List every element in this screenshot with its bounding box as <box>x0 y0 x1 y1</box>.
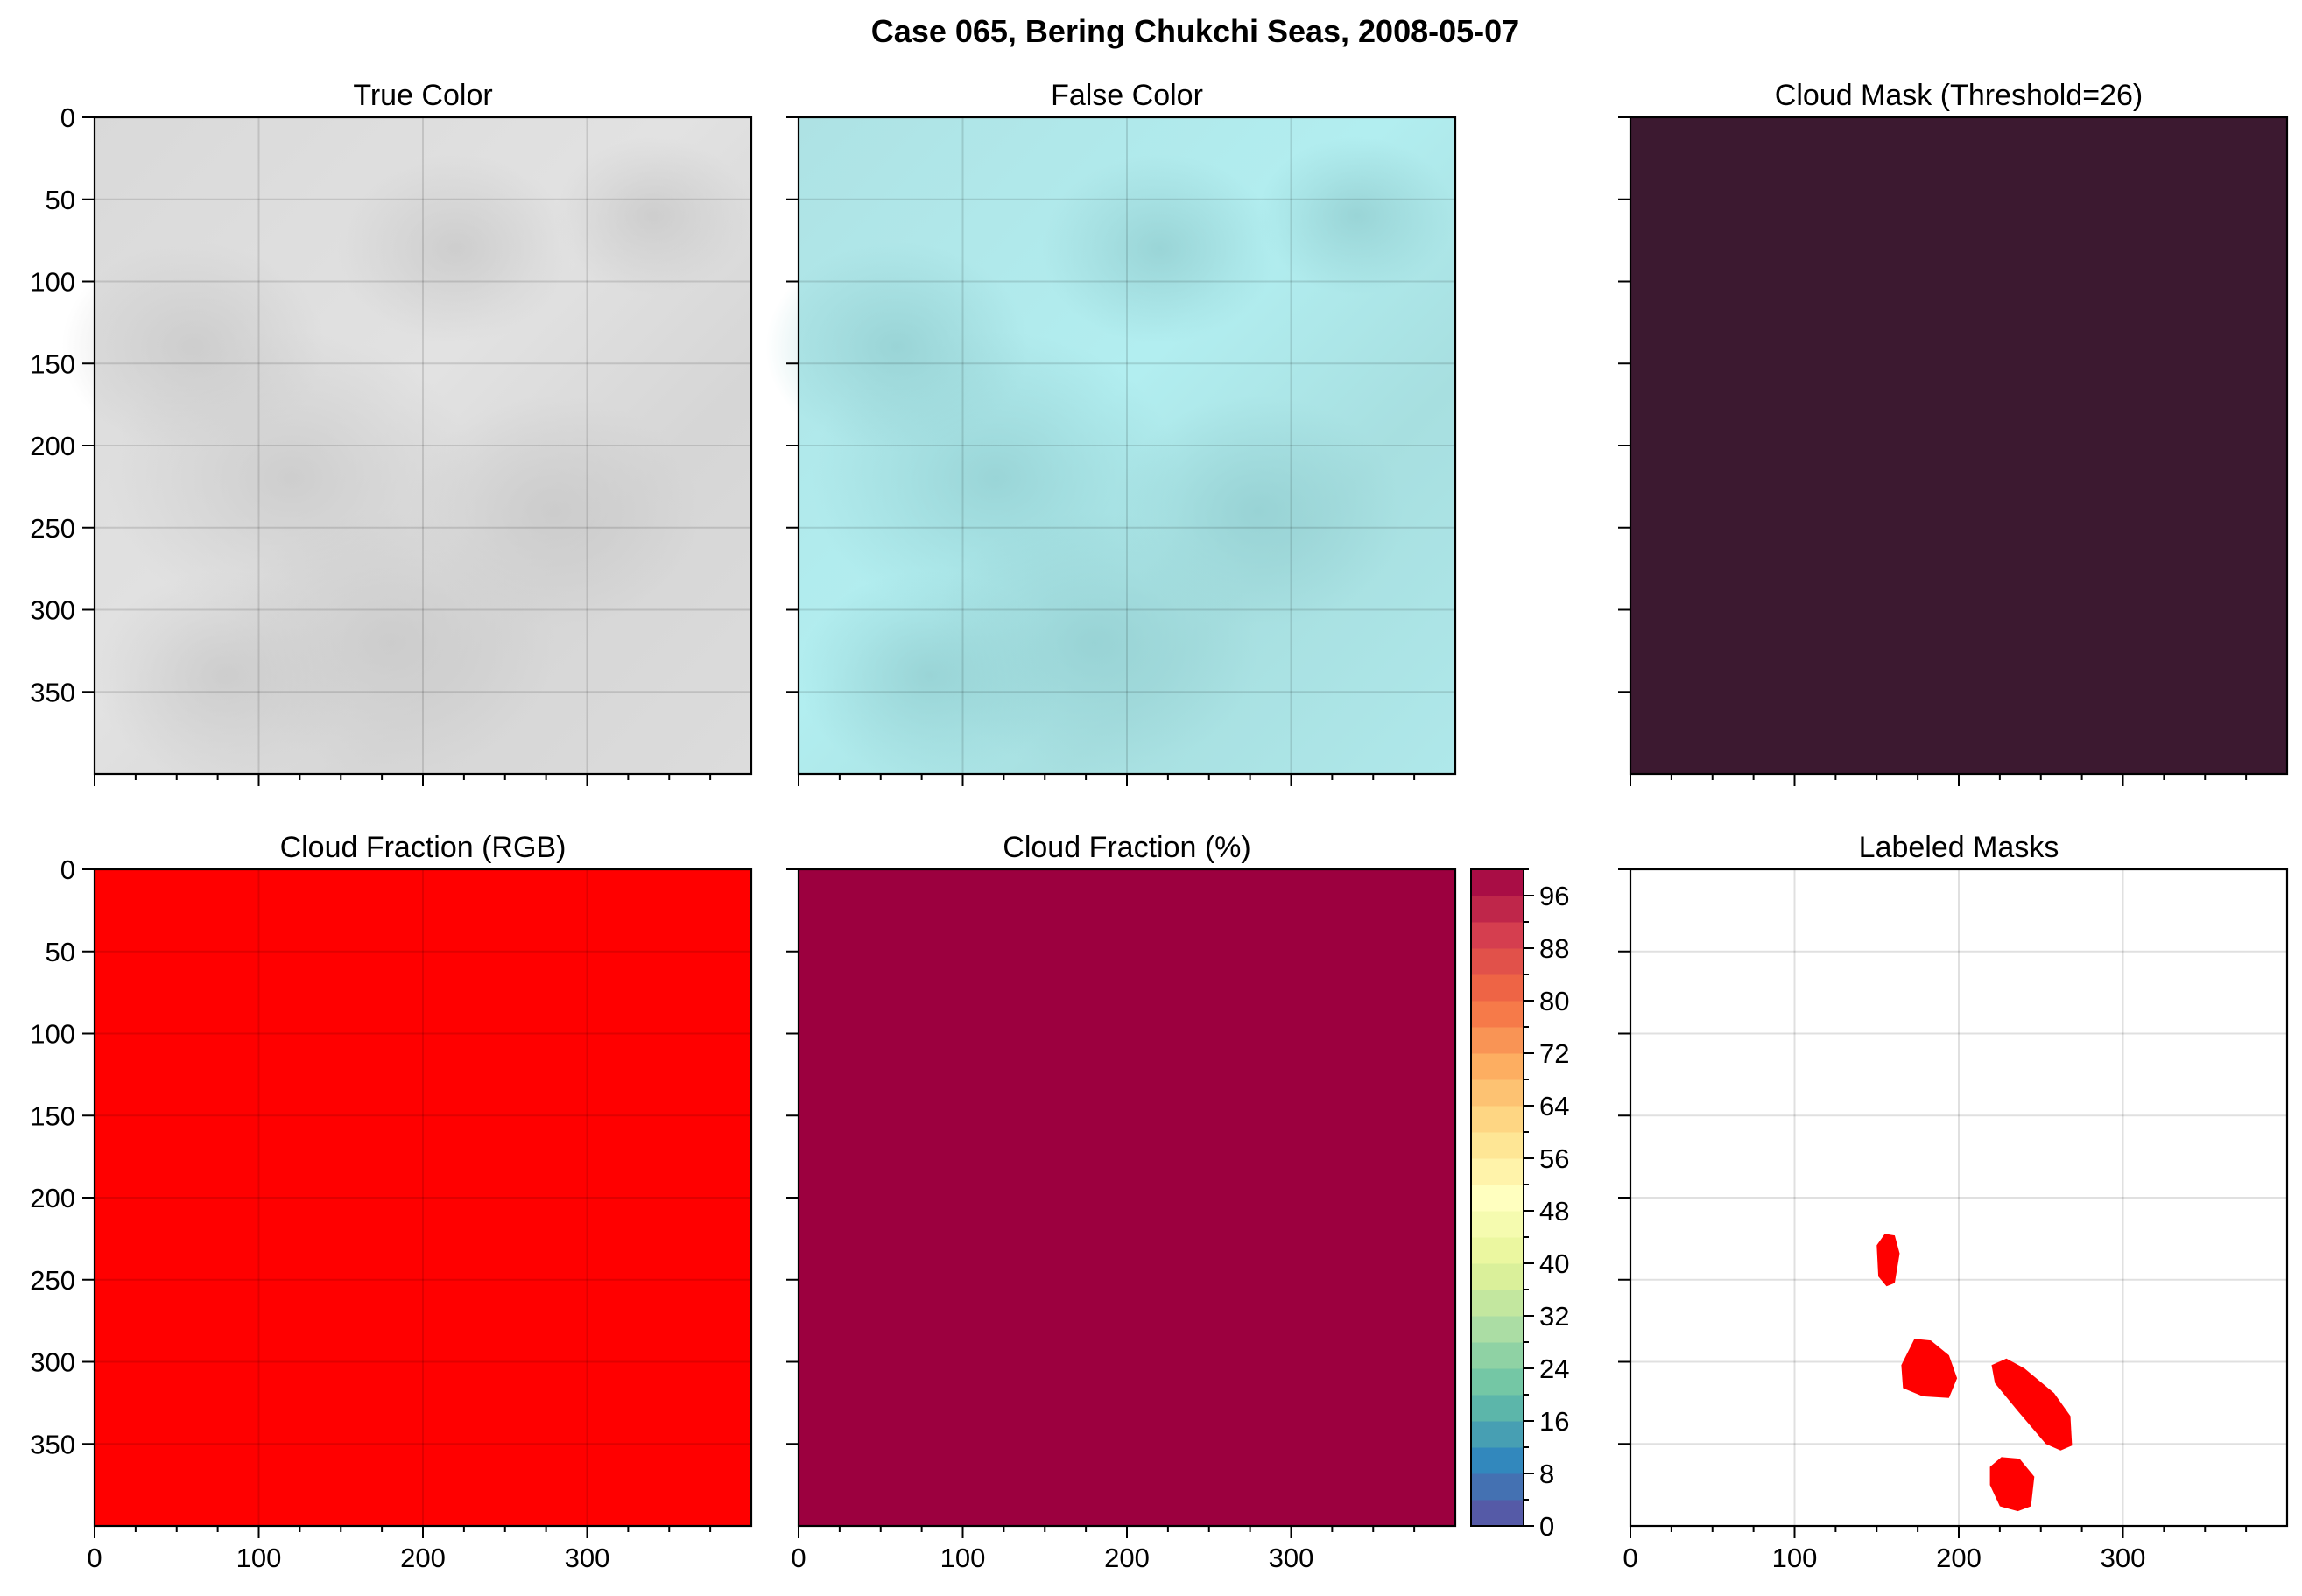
cloud-mask-title: Cloud Mask (Threshold=26) <box>1775 79 2143 112</box>
colorbar-tick-label: 16 <box>1539 1406 1569 1437</box>
colorbar-tick-label: 40 <box>1539 1248 1569 1279</box>
colorbar-level <box>1471 1473 1524 1501</box>
labeled-masks-xtick-label: 200 <box>1936 1543 1982 1573</box>
cloud-fraction-pct-image <box>799 869 1455 1526</box>
labeled-masks-xtick-label: 100 <box>1772 1543 1818 1573</box>
cloud-fraction-pct-xtick-label: 300 <box>1269 1543 1314 1573</box>
panel-cloud-fraction-rgb: Cloud Fraction (RGB) 0 100 200 300 0 50 100 150 2… <box>30 831 753 1573</box>
colorbar-level <box>1471 1447 1524 1474</box>
colorbar-tick-label: 96 <box>1539 881 1569 911</box>
panels: True Color 0 50 100 150 200 250 300 350 False Col… <box>30 79 2289 1573</box>
cloud-fraction-rgb-xtick-label: 100 <box>236 1543 282 1573</box>
cloud-fraction-rgb-xtick-label: 200 <box>400 1543 446 1573</box>
colorbar-level <box>1471 1053 1524 1080</box>
cloud-fraction-rgb-ytick-label: 50 <box>46 937 75 967</box>
colorbar: 0 8 16 24 32 40 48 56 64 72 80 88 96 <box>1470 868 1569 1542</box>
labeled-masks-image <box>1630 869 2287 1526</box>
colorbar-level <box>1471 1368 1524 1396</box>
colorbar-tick-label: 56 <box>1539 1143 1569 1174</box>
colorbar-level <box>1471 869 1524 896</box>
colorbar-level <box>1471 896 1524 923</box>
true-color-ytick-label: 100 <box>30 267 75 298</box>
panel-true-color: True Color 0 50 100 150 200 250 300 350 <box>30 79 753 786</box>
colorbar-level <box>1471 1001 1524 1028</box>
colorbar-level <box>1471 1211 1524 1238</box>
figure-suptitle: Case 065, Bering Chukchi Seas, 2008-05-0… <box>871 13 1519 49</box>
colorbar-level <box>1471 1395 1524 1422</box>
cloud-fraction-rgb-ytick-label: 150 <box>30 1100 75 1131</box>
labeled-masks-grid <box>1630 869 2287 1526</box>
cloud-fraction-rgb-title: Cloud Fraction (RGB) <box>280 831 567 864</box>
colorbar-level <box>1471 1500 1524 1527</box>
true-color-ytick-label: 250 <box>30 513 75 544</box>
cloud-fraction-rgb-xtick-label: 0 <box>87 1543 102 1573</box>
colorbar-level <box>1471 1106 1524 1133</box>
labeled-mask-region-4 <box>1989 1457 2035 1512</box>
true-color-ytick-label: 0 <box>60 102 75 133</box>
true-color-ytick-label: 350 <box>30 677 75 707</box>
cloud-fraction-rgb-ytick-label: 200 <box>30 1183 75 1213</box>
cloud-fraction-pct-xtick-label: 100 <box>940 1543 986 1573</box>
cloud-fraction-rgb-grid <box>95 869 751 1526</box>
cloud-fraction-rgb-xtick-label: 300 <box>565 1543 610 1573</box>
colorbar-tick-label: 88 <box>1539 933 1569 964</box>
panel-false-color: False Color <box>765 79 1457 786</box>
colorbar-level <box>1471 1132 1524 1159</box>
panel-cloud-fraction-pct: Cloud Fraction (%) 0 100 200 300 0 8 16 24 32 40 48… <box>786 831 1569 1573</box>
colorbar-level <box>1471 922 1524 949</box>
true-color-ytick-label: 200 <box>30 431 75 461</box>
colorbar-level <box>1471 1237 1524 1264</box>
colorbar-level <box>1471 1079 1524 1107</box>
colorbar-level <box>1471 974 1524 1002</box>
true-color-ytick-label: 150 <box>30 348 75 379</box>
colorbar-level <box>1471 1158 1524 1185</box>
false-color-image <box>765 117 1455 781</box>
colorbar-tick-label: 64 <box>1539 1091 1569 1121</box>
colorbar-level <box>1471 1027 1524 1054</box>
colorbar-tick-label: 72 <box>1539 1038 1569 1069</box>
false-color-grid <box>799 117 1455 774</box>
colorbar-tick-label: 0 <box>1539 1511 1554 1542</box>
cloud-fraction-rgb-ytick-label: 0 <box>60 854 75 885</box>
colorbar-level <box>1471 1185 1524 1212</box>
cloud-fraction-rgb-ytick-label: 100 <box>30 1019 75 1050</box>
labeled-mask-region-3 <box>1991 1358 2073 1451</box>
true-color-title: True Color <box>353 79 492 112</box>
cloud-fraction-rgb-image <box>95 869 751 1526</box>
labeled-masks-title: Labeled Masks <box>1859 831 2059 864</box>
colorbar-tick-label: 24 <box>1539 1353 1569 1384</box>
colorbar-level <box>1471 1290 1524 1317</box>
cloud-fraction-pct-xtick-label: 0 <box>791 1543 806 1573</box>
true-color-grid <box>95 117 751 774</box>
colorbar-level <box>1471 1342 1524 1369</box>
colorbar-level <box>1471 1263 1524 1290</box>
panel-labeled-masks: Labeled Masks 0 100 200 300 <box>1618 831 2289 1573</box>
cloud-fraction-pct-xtick-label: 200 <box>1104 1543 1150 1573</box>
true-color-ytick-label: 50 <box>46 185 75 215</box>
labeled-masks-xtick-label: 300 <box>2101 1543 2146 1573</box>
cloud-mask-image <box>1630 117 2287 774</box>
colorbar-tick-label: 80 <box>1539 986 1569 1016</box>
cloud-fraction-pct-title: Cloud Fraction (%) <box>1003 831 1250 864</box>
colorbar-level <box>1471 1316 1524 1343</box>
labeled-mask-region-2 <box>1901 1339 1958 1398</box>
false-color-title: False Color <box>1051 79 1203 112</box>
labeled-masks-xtick-label: 0 <box>1623 1543 1637 1573</box>
colorbar-tick-label: 48 <box>1539 1196 1569 1227</box>
true-color-ytick-label: 300 <box>30 595 75 626</box>
cloud-fraction-rgb-ytick-label: 300 <box>30 1347 75 1378</box>
true-color-image <box>61 117 751 781</box>
colorbar-tick-label: 32 <box>1539 1301 1569 1332</box>
cloud-fraction-rgb-ytick-label: 250 <box>30 1265 75 1296</box>
labeled-mask-region-1 <box>1876 1234 1900 1287</box>
panel-cloud-mask: Cloud Mask (Threshold=26) <box>1618 79 2289 786</box>
colorbar-level <box>1471 948 1524 975</box>
colorbar-tick-label: 8 <box>1539 1459 1554 1489</box>
cloud-fraction-rgb-ytick-label: 350 <box>30 1429 75 1459</box>
colorbar-level <box>1471 1421 1524 1448</box>
